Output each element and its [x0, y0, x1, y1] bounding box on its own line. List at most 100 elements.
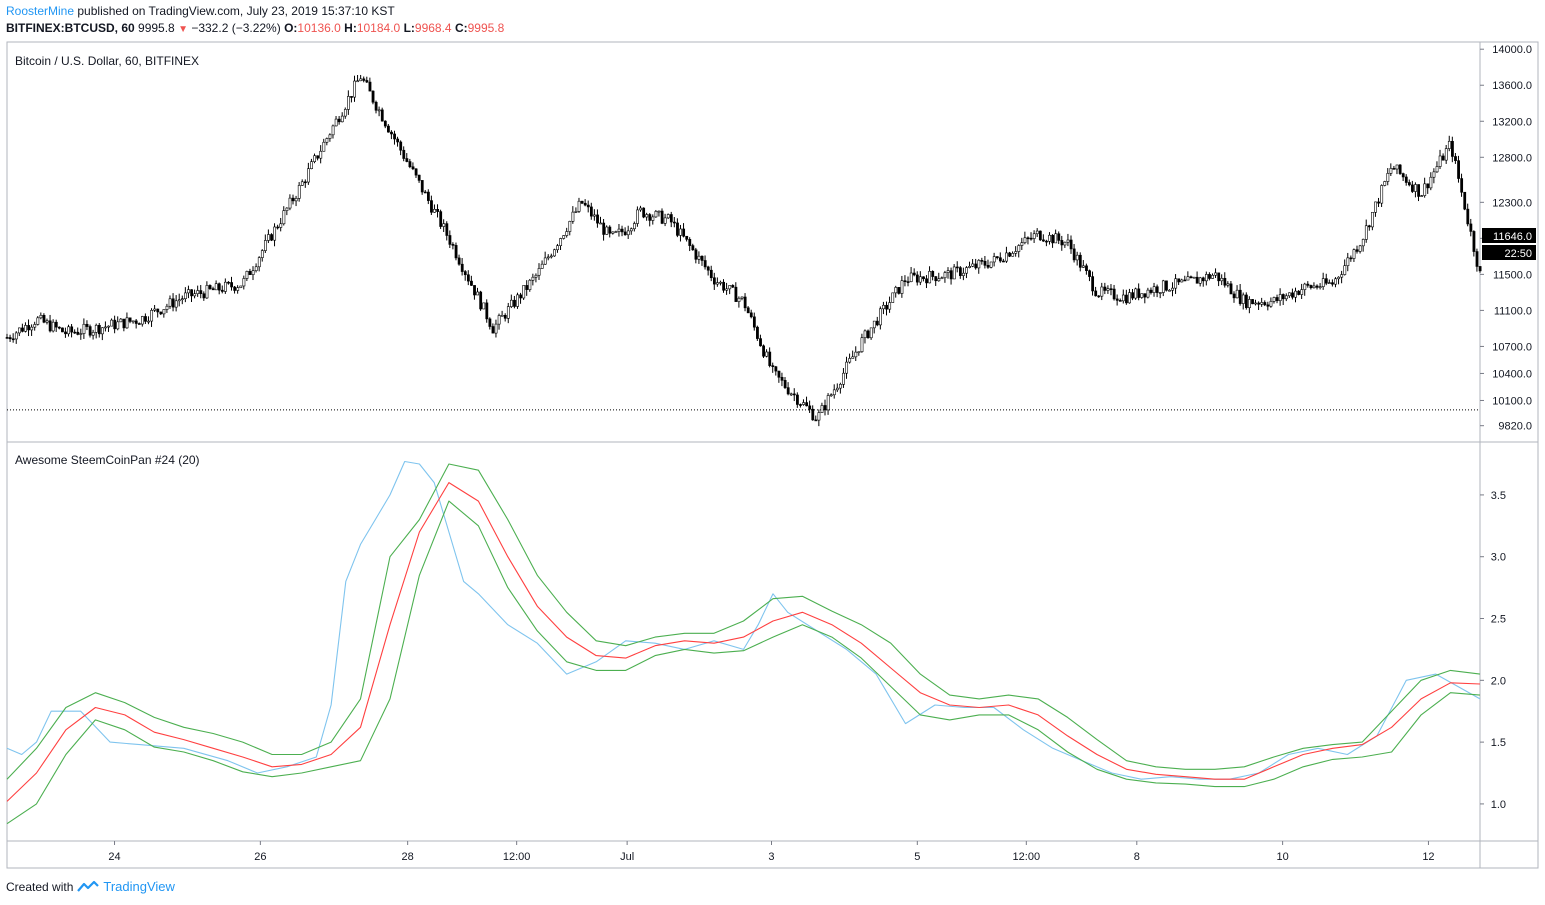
- time-tick-label: 5: [914, 851, 920, 863]
- indicator-lines[interactable]: [6, 460, 1481, 825]
- price-tick-label: 10100.0: [1492, 395, 1532, 407]
- candle-body: [405, 158, 409, 162]
- candle-body: [516, 294, 519, 307]
- candle-body: [1269, 301, 1273, 307]
- candle-body: [1229, 283, 1233, 295]
- candle-body: [642, 207, 646, 218]
- candle-body: [57, 326, 61, 329]
- author-link[interactable]: RoosterMine: [6, 4, 75, 18]
- indicator-line-lower[interactable]: [6, 500, 1481, 825]
- candle-body: [1054, 233, 1058, 244]
- candle-body: [808, 405, 812, 410]
- candle-body: [1192, 276, 1196, 279]
- indicator-line-upper[interactable]: [6, 463, 1481, 780]
- candle-body: [1029, 237, 1033, 240]
- candle-body: [208, 285, 212, 289]
- candle-body: [485, 302, 489, 320]
- candle-body: [814, 419, 818, 422]
- candle-body: [202, 293, 206, 299]
- candle-body: [150, 310, 154, 322]
- candle-body: [1355, 249, 1359, 252]
- candle-body: [679, 228, 682, 236]
- candle-body: [374, 101, 378, 111]
- indicator-line-basis[interactable]: [6, 482, 1481, 802]
- candle-body: [639, 207, 642, 211]
- candle-body: [310, 161, 313, 169]
- candle-body: [900, 280, 904, 294]
- candle-body: [107, 325, 110, 328]
- candle-body: [350, 96, 353, 98]
- candle-body: [1014, 251, 1018, 254]
- candle-body: [439, 211, 443, 227]
- close-label: C:: [454, 21, 468, 35]
- published-text: published on TradingView.com, July 23, 2…: [77, 4, 395, 18]
- candle-body: [1272, 297, 1276, 302]
- candle-body: [669, 214, 673, 223]
- candle-body: [340, 115, 344, 123]
- candle-body: [147, 320, 150, 323]
- candle-body: [599, 222, 603, 225]
- candle-body: [1328, 282, 1331, 284]
- candle-body: [168, 298, 172, 307]
- candle-body: [1097, 295, 1101, 298]
- time-tick-label: 24: [108, 851, 120, 863]
- candle-body: [1026, 237, 1030, 240]
- candle-body: [537, 268, 541, 276]
- indicator-tick-label: 3.5: [1491, 490, 1506, 502]
- candle-body: [73, 331, 77, 334]
- candle-body: [1045, 240, 1048, 243]
- candle-body: [270, 234, 273, 241]
- tradingview-brand-link[interactable]: TradingView: [103, 879, 175, 894]
- candles[interactable]: [5, 74, 1482, 427]
- indicator-tick-label: 2.0: [1491, 675, 1506, 687]
- candle-body: [1146, 289, 1150, 298]
- candle-body: [666, 214, 670, 219]
- candle-body: [989, 261, 993, 268]
- candle-body: [156, 308, 160, 313]
- candle-body: [1463, 191, 1467, 210]
- candle-body: [479, 291, 483, 310]
- indicator-line-value[interactable]: [6, 460, 1481, 780]
- candle-body: [783, 380, 787, 388]
- price-tick-label: 14000.0: [1492, 44, 1532, 56]
- candle-body: [1435, 166, 1439, 173]
- candle-body: [608, 226, 612, 234]
- candle-body: [952, 266, 956, 280]
- candle-body: [313, 155, 317, 162]
- candle-body: [1331, 282, 1334, 285]
- candle-body: [1367, 225, 1371, 228]
- candle-body: [1447, 140, 1451, 149]
- candle-body: [113, 319, 117, 330]
- candle-body: [1414, 184, 1417, 192]
- candle-body: [749, 312, 753, 318]
- candle-body: [1248, 299, 1251, 308]
- candle-body: [872, 320, 876, 329]
- candle-body: [220, 289, 224, 292]
- indicator-axis[interactable]: 3.5 3.0 2.5 2.0 1.5 1.0: [1480, 490, 1506, 811]
- candle-body: [915, 274, 919, 283]
- candle-body: [347, 96, 350, 110]
- candle-body: [380, 109, 384, 122]
- candle-body: [580, 200, 584, 204]
- candle-body: [897, 287, 901, 294]
- candle-body: [1460, 178, 1464, 193]
- candle-body: [1432, 171, 1436, 178]
- candle-body: [97, 324, 101, 335]
- candle-body: [980, 260, 984, 262]
- time-axis[interactable]: 24 26 28 12:00 Jul 3 5 12:00 8 10 12: [108, 841, 1435, 863]
- candle-body: [414, 168, 418, 176]
- candle-body: [1217, 272, 1221, 282]
- candle-body: [1035, 230, 1039, 235]
- candle-body: [131, 320, 135, 323]
- candle-body: [1032, 233, 1036, 239]
- candle-body: [949, 270, 953, 280]
- candle-body: [128, 317, 132, 322]
- candle-body: [463, 271, 467, 276]
- candle-body: [879, 308, 882, 326]
- candle-body: [1364, 225, 1368, 240]
- candle-body: [992, 256, 996, 263]
- candle-body: [620, 228, 624, 233]
- candle-body: [331, 125, 335, 136]
- candle-body: [217, 283, 221, 291]
